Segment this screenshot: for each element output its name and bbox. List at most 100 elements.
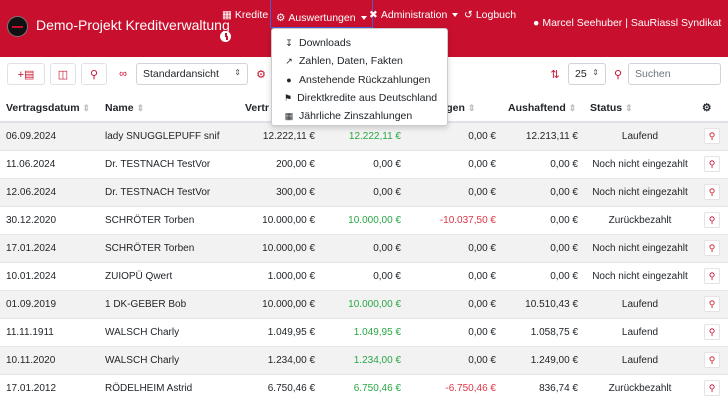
cell-eingezahlt: 10.000,00 € [321,290,407,319]
row-details-button[interactable]: ⚲ [704,352,720,368]
sort-icon: ⇕ [136,102,145,113]
dropdown-item-jaehrliche-zinszahlungen[interactable]: ▦ Jährliche Zinszahlungen [284,110,413,123]
row-details-button[interactable]: ⚲ [704,324,720,340]
row-details-button[interactable]: ⚲ [704,380,720,396]
search-icon: ⚲ [708,131,716,142]
cell-eingezahlt: 10.000,00 € [321,206,407,235]
cell-name: RÖDELHEIM Astrid [99,374,239,400]
search-icon: ⚲ [708,215,716,225]
cell-betrag: 1.000,00 € [239,262,321,291]
cell-betrag: 1.049,95 € [239,318,321,347]
view-select[interactable]: Standardansicht ⇕ [136,63,248,85]
cell-actions: ⚲ [696,262,728,291]
cell-vertragsdatum: 11.11.1911 [0,318,99,347]
cell-actions: ⚲ [696,150,728,179]
brand-title[interactable]: Demo-Projekt Kreditverwaltung [36,17,230,33]
auswertungen-dropdown-menu: ↧ Downloads ↗ Zahlen, Daten, Fakten ● An… [271,28,448,126]
page-size-select[interactable]: 25 ⇕ [568,63,606,85]
cell-eingezahlt: 6.750,46 € [321,374,407,400]
cell-eingezahlt: 0,00 € [321,234,407,263]
cogs-icon: ⚙ [276,11,286,24]
user-icon: ● [533,17,540,29]
cell-status: Zurückbezahlt [584,206,696,235]
cell-status: Noch nicht eingezahlt [584,150,696,179]
cell-aushaftend: 1.058,75 € [502,318,584,347]
cell-eingezahlt: 1.049,95 € [321,318,407,347]
row-details-button[interactable]: ⚲ [704,184,720,200]
table-row[interactable]: 10.01.2024 ZUIOPÜ Qwert 1.000,00 €0,00 €0,… [0,262,728,291]
filter-search-button[interactable]: ⚲ [81,63,107,85]
dropdown-item-zahlen-daten-fakten[interactable]: ↗ Zahlen, Daten, Fakten [285,55,403,68]
table-row[interactable]: 12.06.2024 Dr. TESTNACH TestVor 300,00 €0,… [0,178,728,207]
column-header-status[interactable]: Status ⇕ [584,94,696,123]
dropdown-item-direktkredite-deutschland[interactable]: ⚑ Direktkredite aus Deutschland [284,92,438,105]
search-icon: ⚲ [708,383,716,393]
coins-icon: ● [286,74,292,85]
nav-logbuch[interactable]: ↺ Logbuch [464,9,517,21]
cell-betrag: 12.222,11 € [239,122,321,151]
cell-status: Noch nicht eingezahlt [584,178,696,207]
table-row[interactable]: 11.11.1911 WALSCH Charly 1.049,95 €1.049,9… [0,318,728,347]
contracts-table: Vertragsdatum⇕ Name⇕ Vertr zahlungen⇕ Au… [0,94,728,400]
cell-vertragsdatum: 12.06.2024 [0,178,99,207]
nav-administration[interactable]: ✖ Administration [369,9,459,21]
cell-eingezahlt: 0,00 € [321,150,407,179]
columns-button[interactable]: ◫ [50,63,76,85]
table-row[interactable]: 17.01.2012 RÖDELHEIM Astrid 6.750,46 €6.75… [0,374,728,400]
cell-vertragsdatum: 01.09.2019 [0,290,99,319]
table-row[interactable]: 30.12.2020 SCHRÖTER Torben 10.000,00 €10.0… [0,206,728,235]
cell-status: Zurückbezahlt [584,374,696,400]
nav-user[interactable]: ● Marcel Seehuber | SauRiassl Syndikat [533,17,722,29]
row-details-button[interactable]: ⚲ [704,268,720,284]
view-settings-button[interactable]: ⚙ [253,63,269,85]
sort-icon: ⇕ [82,102,91,113]
cell-aushaftend: 0,00 € [502,150,584,179]
cell-actions: ⚲ [696,290,728,319]
dropdown-item-downloads[interactable]: ↧ Downloads [285,37,351,50]
cell-vertragsdatum: 17.01.2024 [0,234,99,263]
cell-eingezahlt: 0,00 € [321,262,407,291]
dropdown-item-anstehende-rueckzahlungen[interactable]: ● Anstehende Rückzahlungen [272,71,447,89]
search-button[interactable]: ⚲ [609,63,627,85]
cell-name: 1 DK-GEBER Bob [99,290,239,319]
column-header-name[interactable]: Name ⇕ [99,94,239,123]
cell-status: Laufend [584,122,696,151]
clock-icon[interactable] [220,31,231,42]
nav-auswertungen[interactable]: ⚙ Auswertungen [270,0,373,28]
cell-actions: ⚲ [696,318,728,347]
cell-vertragsdatum: 10.11.2020 [0,346,99,375]
row-details-button[interactable]: ⚲ [704,212,720,228]
table-row[interactable]: 01.09.2019 1 DK-GEBER Bob 10.000,00 €10.00… [0,290,728,319]
table-row[interactable]: 11.06.2024 Dr. TESTNACH TestVor 200,00 €0,… [0,150,728,179]
updown-icon: ⇕ [234,68,241,77]
view-glasses-button[interactable]: ∞ [112,63,134,85]
cell-aushaftend: 10.510,43 € [502,290,584,319]
cell-status: Laufend [584,290,696,319]
row-details-button[interactable]: ⚲ [704,128,720,145]
table-row[interactable]: 10.11.2020 WALSCH Charly 1.234,00 €1.234,0… [0,346,728,375]
row-details-button[interactable]: ⚲ [704,296,720,312]
table-row[interactable]: 17.01.2024 SCHRÖTER Torben 10.000,00 €0,00… [0,234,728,263]
column-header-actions[interactable]: ⚙ [696,94,728,123]
cell-aushaftend: 12.213,11 € [502,122,584,151]
add-contract-button[interactable]: +▤ [7,63,45,85]
cell-aushaftend: 0,00 € [502,206,584,235]
cell-aushaftend: 0,00 € [502,234,584,263]
row-details-button[interactable]: ⚲ [704,240,720,256]
search-icon: ⚲ [708,271,716,281]
sort-list-button[interactable]: ⇅ [544,63,566,85]
nav-kredite[interactable]: ▦ Kredite [222,9,269,21]
column-header-aushaftend[interactable]: Aushaftend ⇕ [502,94,584,123]
search-input[interactable]: Suchen [628,63,721,85]
cell-rueckzahlungen: 0,00 € [407,318,502,347]
chart-icon: ↗ [285,55,293,66]
cell-eingezahlt: 1.234,00 € [321,346,407,375]
logo-icon[interactable] [7,16,28,37]
row-details-button[interactable]: ⚲ [704,156,720,172]
cell-aushaftend: 0,00 € [502,178,584,207]
search-icon: ⚲ [708,187,716,197]
toolbar: +▤ ◫ ⚲ ∞ Standardansicht ⇕ ⚙ ⇅ 25 ⇕ ⚲ Su… [0,63,728,87]
table-row[interactable]: 06.09.2024 lady SNUGGLEPUFF snif 12.222,11… [0,122,728,151]
cell-rueckzahlungen: 0,00 € [407,234,502,263]
column-header-vertragsdatum[interactable]: Vertragsdatum ⇕ [0,94,99,123]
